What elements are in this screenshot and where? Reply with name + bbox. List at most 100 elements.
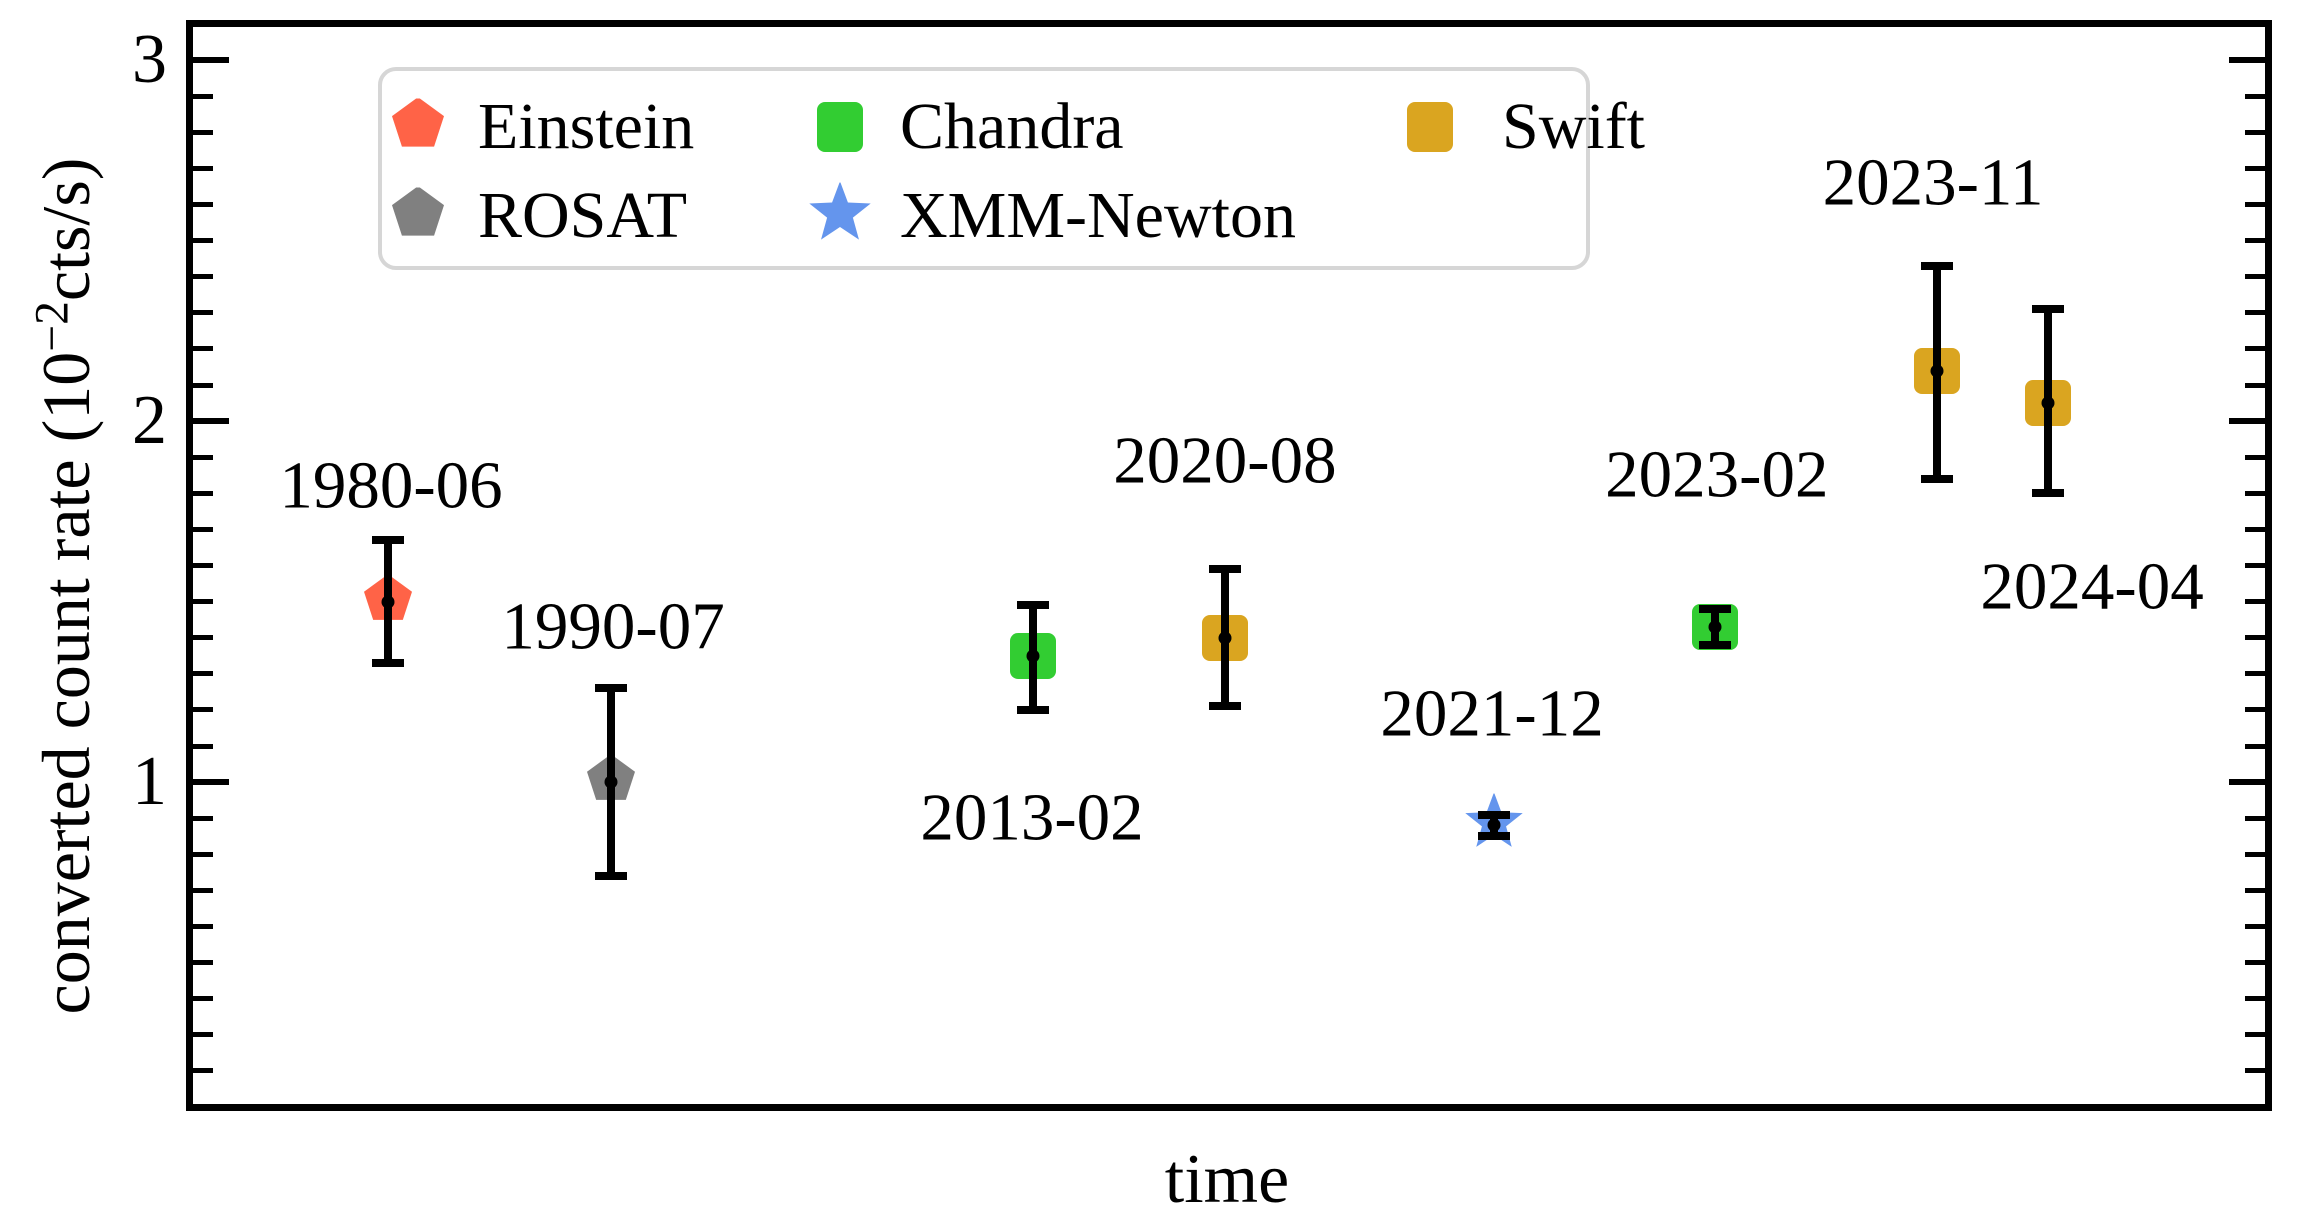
y-minor-tick-left <box>193 563 213 568</box>
data-point-dot <box>1218 631 1232 645</box>
error-cap-top <box>1698 604 1731 613</box>
y-major-tick-right <box>2229 57 2265 64</box>
legend-label: Chandra <box>900 90 1124 163</box>
y-minor-tick-left <box>193 1068 213 1074</box>
y-minor-tick-left <box>193 996 213 1002</box>
legend: Einstein ROSAT Chandra XMM-Newton Swift <box>378 67 1645 270</box>
data-point-dot <box>1708 620 1722 634</box>
point-label: 2020-08 <box>1113 423 1337 498</box>
y-minor-tick-left <box>193 526 213 532</box>
y-minor-tick-left <box>193 960 213 966</box>
point-label: 1980-06 <box>279 448 503 523</box>
y-minor-tick-left <box>193 490 213 496</box>
error-cap-bottom <box>1920 474 1953 483</box>
legend-label: XMM-Newton <box>900 179 1296 252</box>
point-label: 2023-02 <box>1605 437 1829 512</box>
y-minor-tick-right <box>2245 815 2265 821</box>
point-label: 2021-12 <box>1380 676 1604 750</box>
y-minor-tick-left <box>193 93 213 99</box>
error-cap-top <box>594 684 627 693</box>
error-cap-top <box>371 536 404 545</box>
y-major-tick-left <box>193 779 229 786</box>
y-minor-tick-left <box>193 707 213 713</box>
y-minor-tick-right <box>2245 707 2265 713</box>
error-cap-bottom <box>1208 702 1241 711</box>
y-minor-tick-left <box>193 129 213 135</box>
x-axis-label: time <box>1164 1141 1290 1218</box>
y-minor-tick-right <box>2245 238 2265 244</box>
y-axis-label-prefix: converted count rate (10 <box>28 351 104 1015</box>
y-major-tick-right <box>2229 779 2265 786</box>
data-point-dot <box>1026 649 1040 663</box>
y-major-tick-left <box>193 418 229 425</box>
y-major-tick-right <box>2229 418 2265 425</box>
y-minor-tick-right <box>2245 129 2265 135</box>
y-minor-tick-right <box>2245 526 2265 532</box>
y-minor-tick-right <box>2245 93 2265 99</box>
pentagon-icon <box>392 97 444 156</box>
data-point-dot <box>1487 818 1501 832</box>
y-minor-tick-right <box>2245 310 2265 316</box>
legend-label: Swift <box>1502 90 1646 163</box>
y-minor-tick-left <box>193 165 213 171</box>
y-minor-tick-left <box>193 310 213 316</box>
error-cap-bottom <box>1477 832 1510 841</box>
y-minor-tick-left <box>193 924 213 929</box>
error-cap-bottom <box>2032 489 2064 498</box>
data-point-dot <box>604 775 618 789</box>
error-cap-top <box>1017 601 1050 610</box>
point-label: 2013-02 <box>920 780 1144 855</box>
y-minor-tick-right <box>2245 563 2265 568</box>
data-point-dot <box>1930 364 1944 378</box>
y-minor-tick-right <box>2245 165 2265 171</box>
y-axis-label: converted count rate (10−2cts/s) <box>27 158 104 1015</box>
y-tick-label: 3 <box>132 21 167 99</box>
y-minor-tick-left <box>193 202 213 207</box>
square-swatch <box>1407 102 1453 152</box>
y-minor-tick-left <box>193 346 213 352</box>
error-cap-bottom <box>371 658 404 667</box>
y-minor-tick-left <box>193 274 213 280</box>
y-minor-tick-right <box>2245 635 2265 641</box>
y-minor-tick-left <box>193 887 213 893</box>
y-minor-tick-left <box>193 743 213 749</box>
error-cap-top <box>1208 565 1241 574</box>
y-minor-tick-left <box>193 599 213 605</box>
y-minor-tick-right <box>2245 599 2265 605</box>
y-minor-tick-left <box>193 815 213 821</box>
data-point-dot <box>2041 396 2055 410</box>
point-label: 2023-11 <box>1822 145 2044 220</box>
error-cap-top <box>2032 305 2064 314</box>
square-swatch <box>817 102 863 152</box>
square-icon <box>817 102 863 152</box>
y-minor-tick-left <box>193 382 213 388</box>
y-minor-tick-right <box>2245 490 2265 496</box>
y-minor-tick-right <box>2245 454 2265 460</box>
y-minor-tick-right <box>2245 274 2265 280</box>
y-minor-tick-right <box>2245 1032 2265 1038</box>
y-minor-tick-right <box>2245 382 2265 388</box>
y-minor-tick-right <box>2245 851 2265 857</box>
y-tick-label: 1 <box>132 743 167 821</box>
legend-label: ROSAT <box>478 179 688 252</box>
point-label: 2024-04 <box>1980 549 2204 624</box>
y-minor-tick-left <box>193 238 213 244</box>
error-cap-top <box>1477 810 1510 819</box>
y-minor-tick-right <box>2245 1068 2265 1074</box>
y-minor-tick-right <box>2245 346 2265 352</box>
y-axis-label-suffix: cts/s) <box>28 157 104 302</box>
y-minor-tick-left <box>193 851 213 857</box>
y-minor-tick-right <box>2245 887 2265 893</box>
error-cap-bottom <box>1698 640 1731 649</box>
y-minor-tick-right <box>2245 671 2265 677</box>
pentagon-icon <box>392 186 444 245</box>
square-icon <box>1407 102 1453 152</box>
data-point-dot <box>381 595 395 609</box>
point-label: 1990-07 <box>501 589 725 664</box>
error-cap-bottom <box>594 871 627 880</box>
y-minor-tick-left <box>193 1032 213 1038</box>
error-cap-bottom <box>1017 705 1050 714</box>
y-minor-tick-left <box>193 454 213 460</box>
y-minor-tick-right <box>2245 996 2265 1002</box>
